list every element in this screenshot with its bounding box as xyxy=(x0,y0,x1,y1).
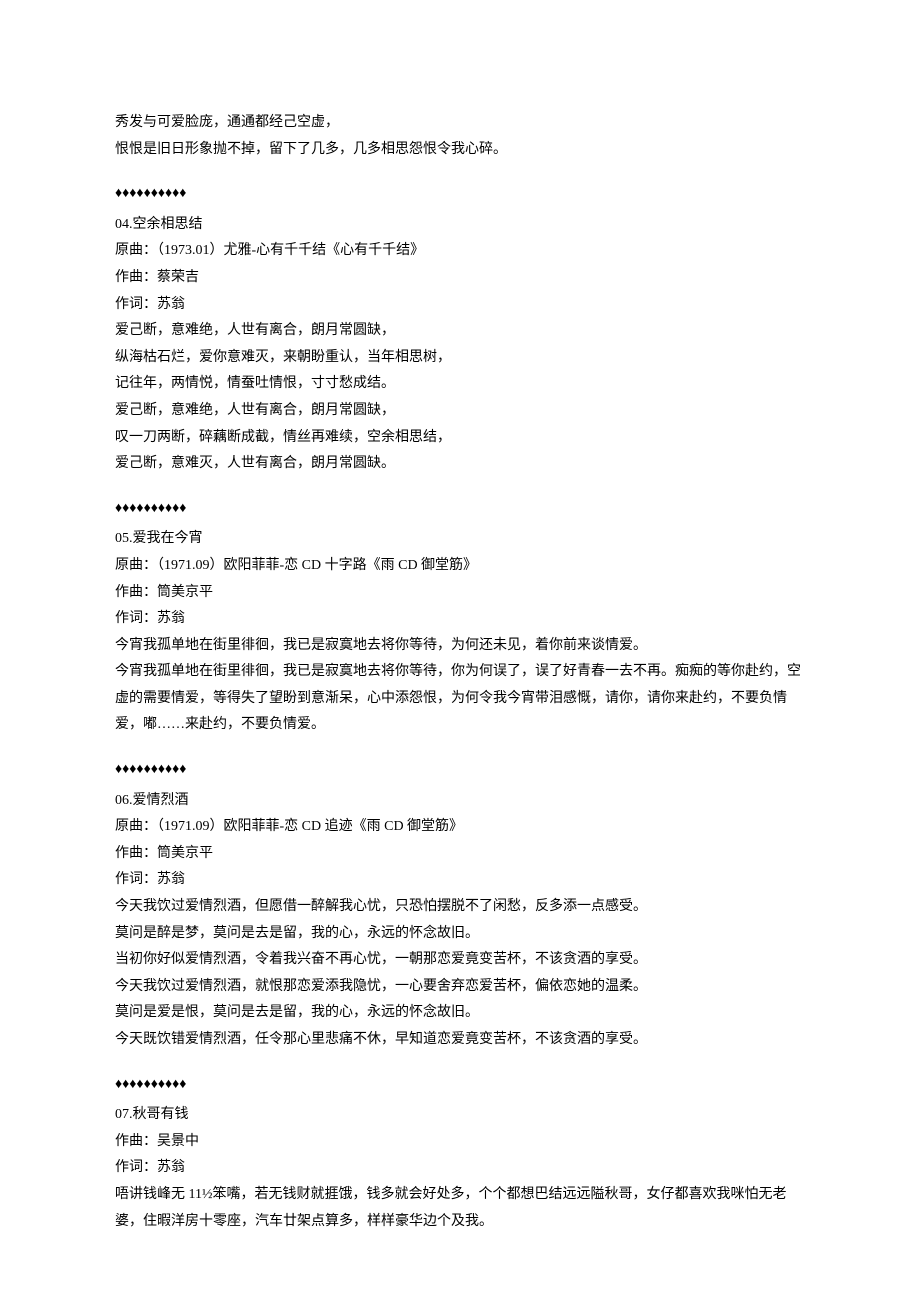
song-title: 06.爱情烈酒 xyxy=(115,788,805,815)
song-title: 04.空余相思结 xyxy=(115,212,805,239)
intro-line: 恨恨是旧日形象抛不掉，留下了几多，几多相思怨恨令我心碎。 xyxy=(115,137,805,164)
song-block: 07.秋哥有钱作曲：吴景中作词：苏翁唔讲钱峰无 11½笨嘴，若无钱财就捱饿，钱多… xyxy=(115,1102,805,1235)
song-lyric-line: 爱己断，意难绝，人世有离合，朗月常圆缺， xyxy=(115,318,805,345)
intro-line: 秀发与可爱脸庞，通通都经己空虚， xyxy=(115,110,805,137)
song-lyric-line: 记往年，两情悦，情蚕吐情恨，寸寸愁成结。 xyxy=(115,371,805,398)
song-meta-line: 作曲：筒美京平 xyxy=(115,841,805,868)
song-block: 06.爱情烈酒原曲：（1971.09）欧阳菲菲-恋 CD 追迹《雨 CD 御堂筋… xyxy=(115,788,805,1054)
song-lyric-line: 莫问是爱是恨，莫问是去是留，我的心，永远的怀念故旧。 xyxy=(115,1000,805,1027)
song-meta-line: 作曲：蔡荣吉 xyxy=(115,265,805,292)
song-meta-line: 作词：苏翁 xyxy=(115,292,805,319)
song-lyric-line: 莫问是醉是梦，莫问是去是留，我的心，永远的怀念故旧。 xyxy=(115,921,805,948)
song-lyric-line: 爱己断，意难绝，人世有离合，朗月常圆缺， xyxy=(115,398,805,425)
song-meta-line: 作曲：吴景中 xyxy=(115,1129,805,1156)
song-meta-line: 原曲：（1973.01）尤雅-心有千千结《心有千千结》 xyxy=(115,238,805,265)
song-lyric-line: 今天既饮错爱情烈酒，任令那心里悲痛不休，早知道恋爱竟变苦杯，不该贪酒的享受。 xyxy=(115,1027,805,1054)
song-meta-line: 作词：苏翁 xyxy=(115,606,805,633)
song-meta-line: 作曲：筒美京平 xyxy=(115,580,805,607)
song-title: 07.秋哥有钱 xyxy=(115,1102,805,1129)
song-lyric-line: 唔讲钱峰无 11½笨嘴，若无钱财就捱饿，钱多就会好处多，个个都想巴结远远隘秋哥，… xyxy=(115,1182,805,1235)
song-lyric-line: 今天我饮过爱情烈酒，但愿借一醉解我心忧，只恐怕摆脱不了闲愁，反多添一点感受。 xyxy=(115,894,805,921)
separator: ♦♦♦♦♦♦♦♦♦♦ xyxy=(115,496,805,523)
intro-block: 秀发与可爱脸庞，通通都经己空虚，恨恨是旧日形象抛不掉，留下了几多，几多相思怨恨令… xyxy=(115,110,805,163)
song-lyric-line: 今宵我孤单地在街里徘徊，我已是寂寞地去将你等待，为何还未见，着你前来谈情爱。 xyxy=(115,633,805,660)
song-block: 05.爱我在今宵原曲：（1971.09）欧阳菲菲-恋 CD 十字路《雨 CD 御… xyxy=(115,526,805,739)
song-title: 05.爱我在今宵 xyxy=(115,526,805,553)
song-meta-line: 原曲：（1971.09）欧阳菲菲-恋 CD 追迹《雨 CD 御堂筋》 xyxy=(115,814,805,841)
song-block: 04.空余相思结原曲：（1973.01）尤雅-心有千千结《心有千千结》作曲：蔡荣… xyxy=(115,212,805,478)
separator: ♦♦♦♦♦♦♦♦♦♦ xyxy=(115,1072,805,1099)
song-meta-line: 作词：苏翁 xyxy=(115,1155,805,1182)
separator: ♦♦♦♦♦♦♦♦♦♦ xyxy=(115,757,805,784)
song-lyric-line: 叹一刀两断，碎藕断成截，情丝再难续，空余相思结， xyxy=(115,425,805,452)
song-lyric-line: 今宵我孤单地在街里徘徊，我已是寂寞地去将你等待，你为何误了，误了好青春一去不再。… xyxy=(115,659,805,739)
song-meta-line: 作词：苏翁 xyxy=(115,867,805,894)
song-lyric-line: 当初你好似爱情烈酒，令着我兴奋不再心忧，一朝那恋爱竟变苦杯，不该贪酒的享受。 xyxy=(115,947,805,974)
song-lyric-line: 今天我饮过爱情烈酒，就恨那恋爱添我隐忧，一心要舍弃恋爱苦杯，偏依恋她的温柔。 xyxy=(115,974,805,1001)
song-lyric-line: 爱己断，意难灭，人世有离合，朗月常圆缺。 xyxy=(115,451,805,478)
separator: ♦♦♦♦♦♦♦♦♦♦ xyxy=(115,181,805,208)
song-lyric-line: 纵海枯石烂，爱你意难灭，来朝盼重认，当年相思树， xyxy=(115,345,805,372)
song-meta-line: 原曲：（1971.09）欧阳菲菲-恋 CD 十字路《雨 CD 御堂筋》 xyxy=(115,553,805,580)
